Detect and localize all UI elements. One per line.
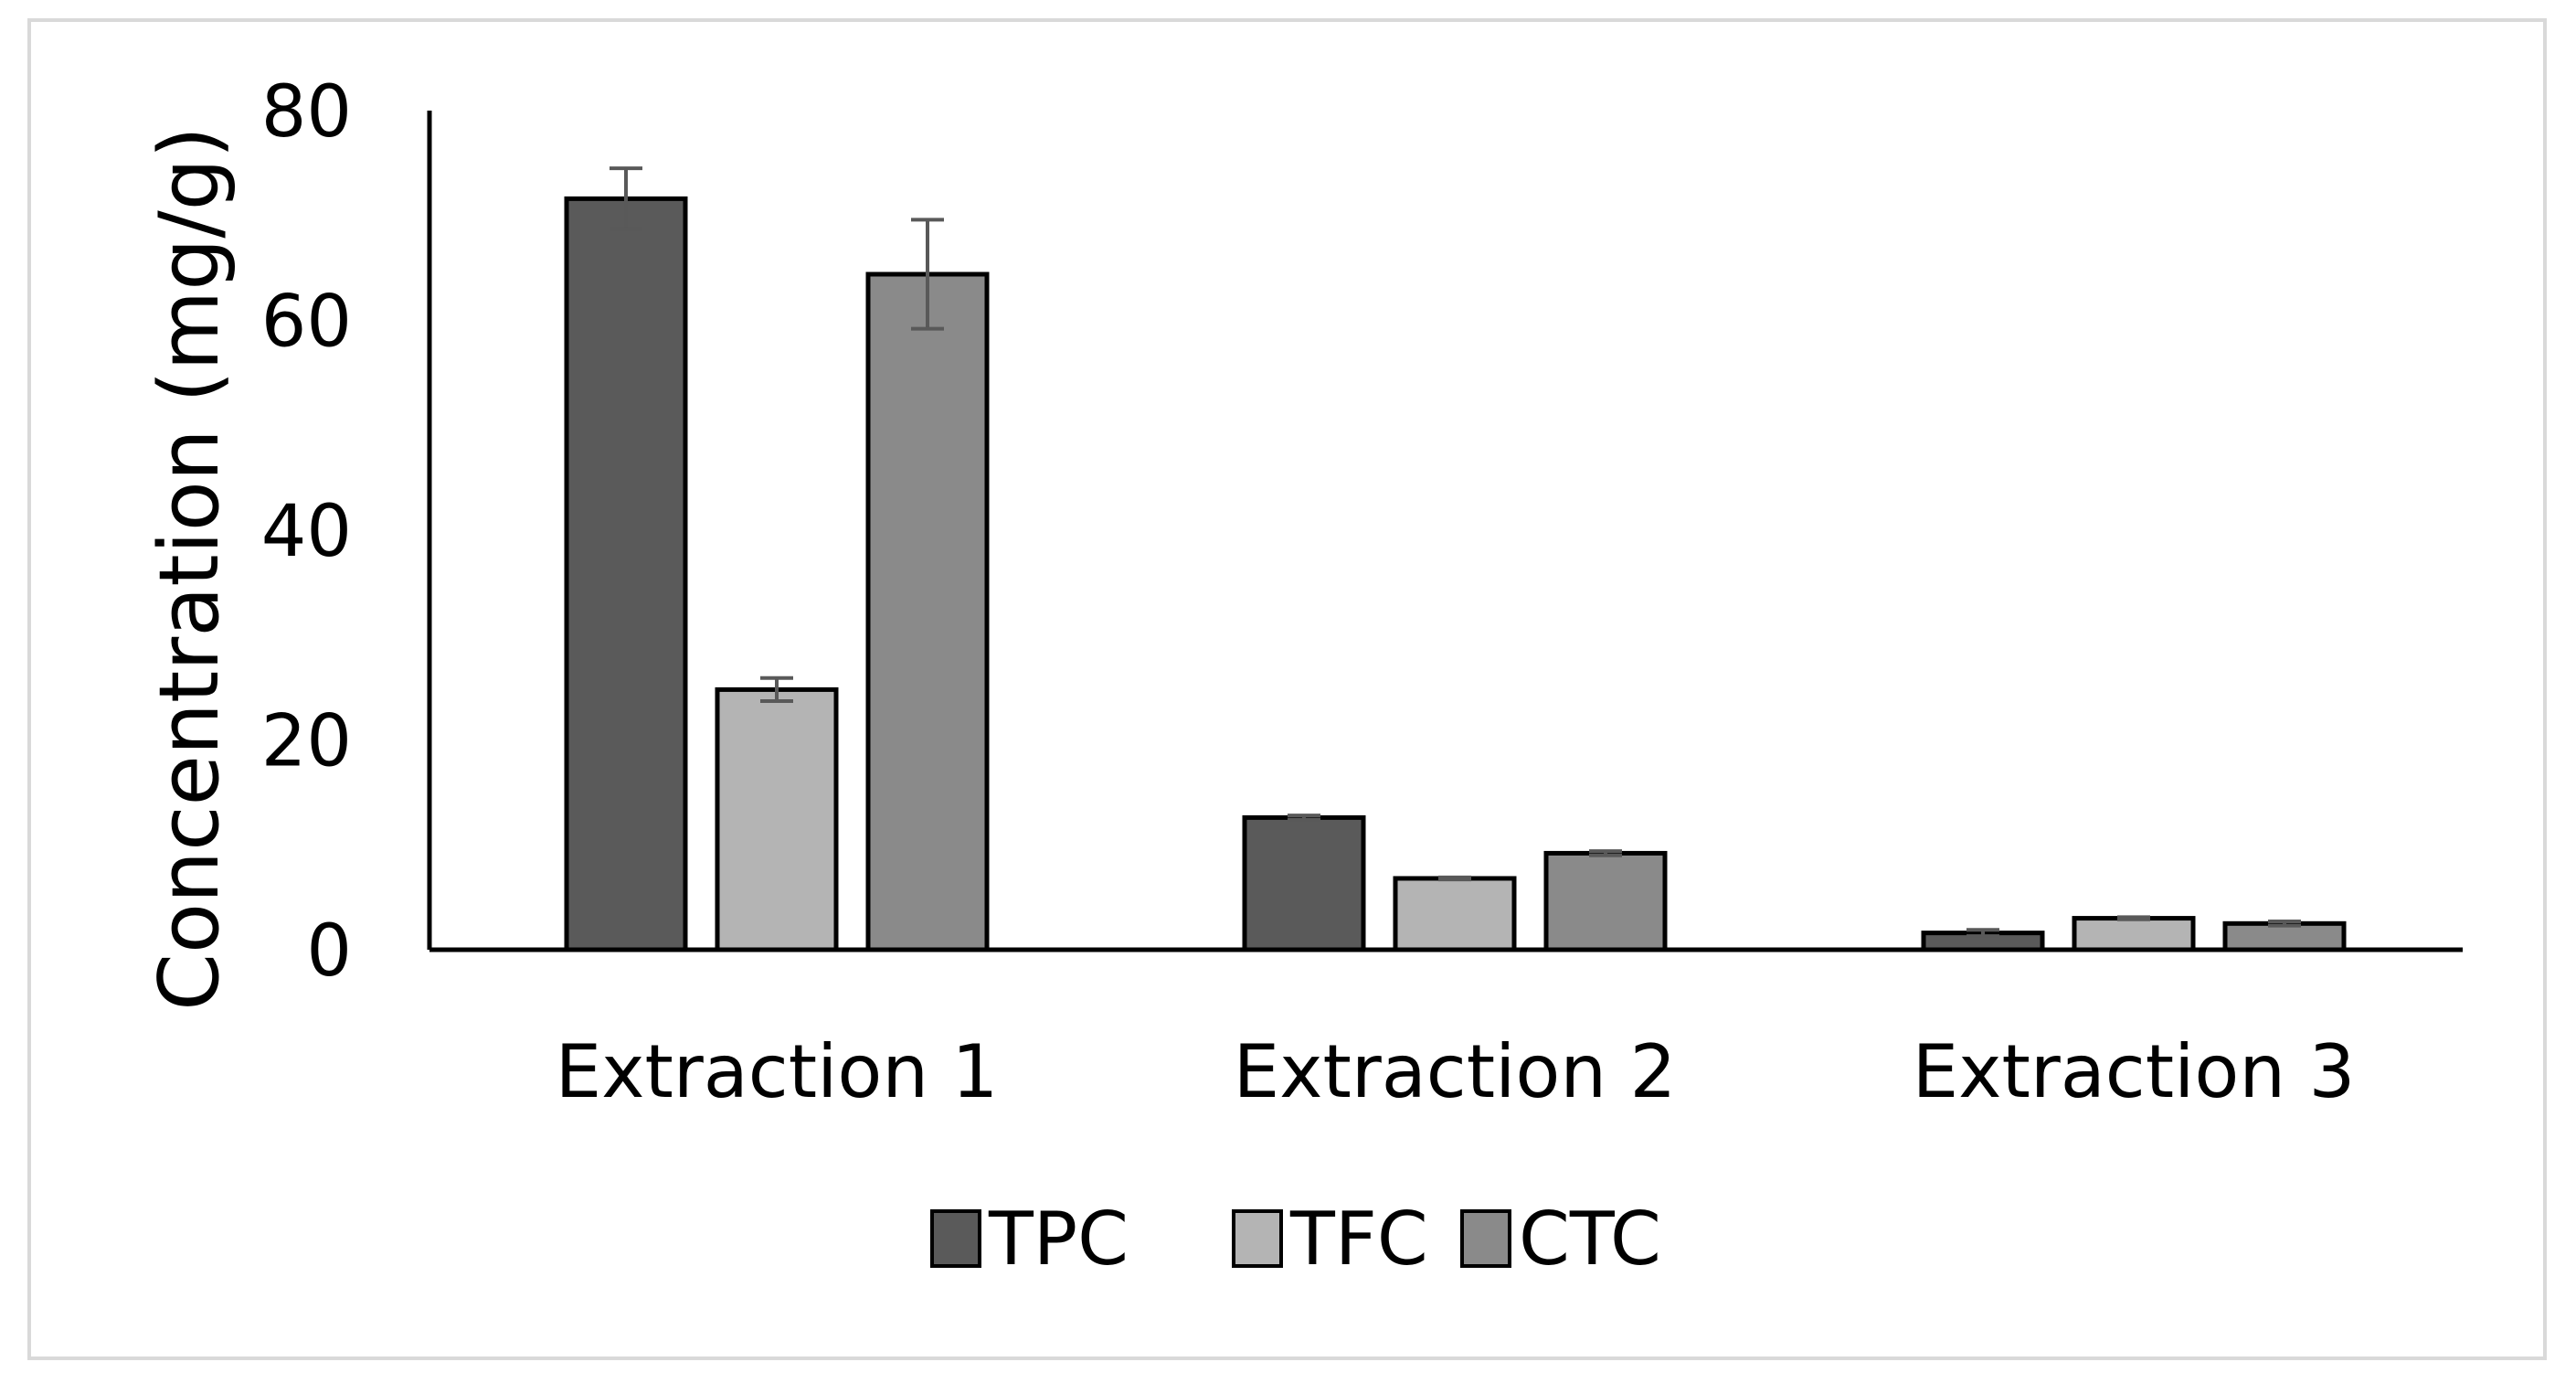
legend-item-ctc: CTC (1460, 1197, 1661, 1282)
error-bar-tfc-2 (1438, 875, 1471, 882)
error-bar-ctc-1 (911, 218, 944, 331)
bar-tfc-1 (715, 686, 839, 952)
bar-tfc-3 (2072, 916, 2196, 952)
bar-tfc-2 (1393, 876, 1517, 952)
x-tick-label-3: Extraction 3 (1913, 1029, 2356, 1114)
error-bar-tfc-3 (2117, 915, 2150, 921)
error-bar-tfc-1 (760, 676, 793, 704)
bar-ctc-1 (865, 271, 990, 952)
chart-frame (27, 18, 2547, 1360)
bar-tpc-1 (564, 196, 688, 952)
y-tick-label: 40 (261, 491, 352, 573)
legend-item-tpc: TPC (930, 1197, 1129, 1282)
legend-swatch (930, 1209, 981, 1268)
error-bar-ctc-2 (1589, 849, 1622, 857)
legend-label: TPC (988, 1197, 1129, 1282)
error-bar-tpc-1 (610, 166, 642, 231)
legend-swatch (1460, 1209, 1511, 1268)
legend: TPC TFC CTC (930, 1197, 1661, 1282)
legend-swatch (1232, 1209, 1283, 1268)
y-tick-label: 60 (261, 282, 352, 364)
error-bar-tpc-2 (1288, 814, 1320, 822)
y-axis-label: Concentration (mg/g) (142, 126, 238, 1011)
error-bar-ctc-3 (2268, 920, 2301, 928)
error-bar-tpc-3 (1966, 928, 1999, 939)
legend-item-tfc: TFC (1232, 1197, 1428, 1282)
x-tick-label-2: Extraction 2 (1234, 1029, 1677, 1114)
bar-ctc-2 (1543, 850, 1668, 952)
x-tick-label-1: Extraction 1 (556, 1029, 999, 1114)
legend-label: CTC (1519, 1197, 1661, 1282)
legend-label: TFC (1289, 1197, 1428, 1282)
y-tick-label: 0 (306, 910, 352, 993)
y-tick-label: 80 (261, 71, 352, 154)
bar-ctc-3 (2222, 920, 2347, 952)
y-tick-label: 20 (261, 701, 352, 783)
bar-tpc-2 (1242, 814, 1366, 952)
